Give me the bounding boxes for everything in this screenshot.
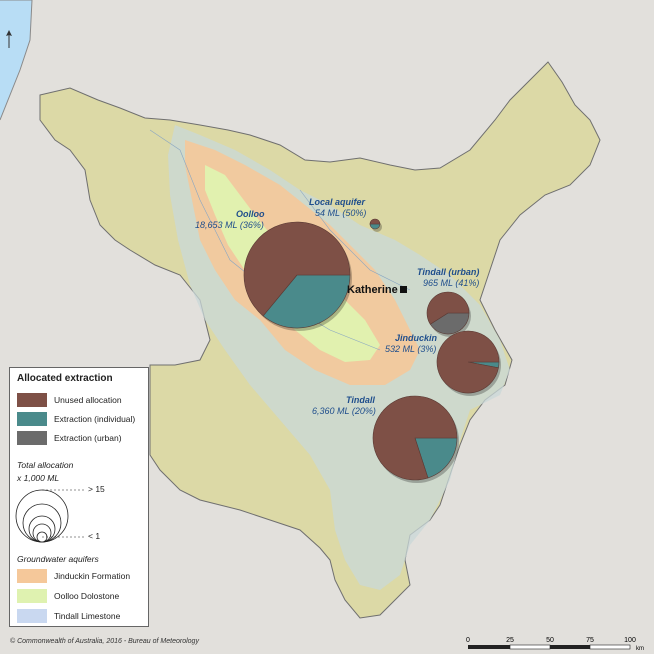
pie-slice-unused	[243, 221, 351, 317]
pie-slice-unused	[436, 330, 500, 394]
label-tindall-value: 6,360 ML (20%)	[312, 406, 376, 416]
legend-total-unit: x 1,000 ML	[17, 473, 60, 483]
legend-item-individual: Extraction (individual)	[17, 412, 135, 426]
label-tindall-urban-value: 965 ML (41%)	[423, 278, 479, 288]
label-jinduckin-value: 532 ML (3%)	[385, 344, 436, 354]
scale-tick-75: 75	[586, 637, 594, 644]
coastline	[0, 0, 33, 121]
copyright-credit: © Commonwealth of Australia, 2016 - Bure…	[10, 638, 199, 645]
legend-aquifer-tindall: Tindall Limestone	[17, 609, 120, 623]
legend-swatch-tindall	[17, 609, 47, 623]
legend-item-unused: Unused allocation	[17, 393, 122, 407]
pie-slice-unused	[426, 291, 470, 325]
label-local-aquifer-value: 54 ML (50%)	[315, 208, 366, 218]
legend-label-urban: Extraction (urban)	[54, 433, 122, 443]
sea-area	[0, 0, 32, 120]
label-tindall-urban-name: Tindall (urban)	[417, 267, 479, 277]
legend-aquifer-oolloo: Oolloo Dolostone	[17, 589, 119, 603]
scale-tick-25: 25	[506, 637, 514, 644]
label-tindall-name: Tindall	[346, 395, 375, 405]
map-legend: Allocated extraction Unused allocation E…	[9, 367, 149, 627]
pie-slice-individual	[262, 274, 351, 329]
legend-label-oolloo: Oolloo Dolostone	[54, 591, 120, 601]
legend-label-jinduckin: Jinduckin Formation	[54, 571, 131, 581]
scale-bar: 0 25 50 75 100 km	[466, 637, 644, 652]
legend-size-circles	[15, 489, 84, 543]
scale-unit: km	[636, 646, 644, 652]
legend-item-urban: Extraction (urban)	[17, 431, 122, 445]
legend-label-individual: Extraction (individual)	[54, 414, 136, 424]
scale-tick-50: 50	[546, 637, 554, 644]
town-label-katherine: Katherine	[347, 284, 398, 296]
pie-slice-individual	[414, 437, 458, 479]
label-jinduckin-name: Jinduckin	[395, 333, 438, 343]
legend-size-min: < 1	[88, 531, 101, 541]
legend-swatch-jinduckin	[17, 569, 47, 583]
legend-total-title: Total allocation	[17, 460, 74, 470]
pie-chart-layer	[243, 218, 501, 483]
pie-slice-unused	[372, 395, 458, 481]
legend-swatch-urban	[17, 431, 47, 445]
legend-title: Allocated extraction	[17, 373, 113, 384]
north-arrow-icon	[6, 30, 12, 48]
label-oolloo-name: Oolloo	[236, 209, 265, 219]
legend-aquifer-jinduckin: Jinduckin Formation	[17, 569, 130, 583]
scale-tick-100: 100	[624, 637, 636, 644]
river-lines	[149, 129, 411, 351]
legend-swatch-oolloo	[17, 589, 47, 603]
label-local-aquifer-name: Local aquifer	[309, 197, 366, 207]
scale-tick-0: 0	[466, 637, 470, 644]
legend-size-max: > 15	[88, 484, 105, 494]
legend-swatch-individual	[17, 412, 47, 426]
legend-label-tindall: Tindall Limestone	[54, 611, 121, 621]
legend-swatch-unused	[17, 393, 47, 407]
pie-slice-unused	[369, 218, 381, 225]
label-oolloo-value: 18,653 ML (36%)	[195, 220, 264, 230]
legend-aquifer-title: Groundwater aquifers	[17, 554, 99, 564]
katherine-town-marker	[400, 286, 407, 293]
legend-label-unused: Unused allocation	[54, 395, 122, 405]
